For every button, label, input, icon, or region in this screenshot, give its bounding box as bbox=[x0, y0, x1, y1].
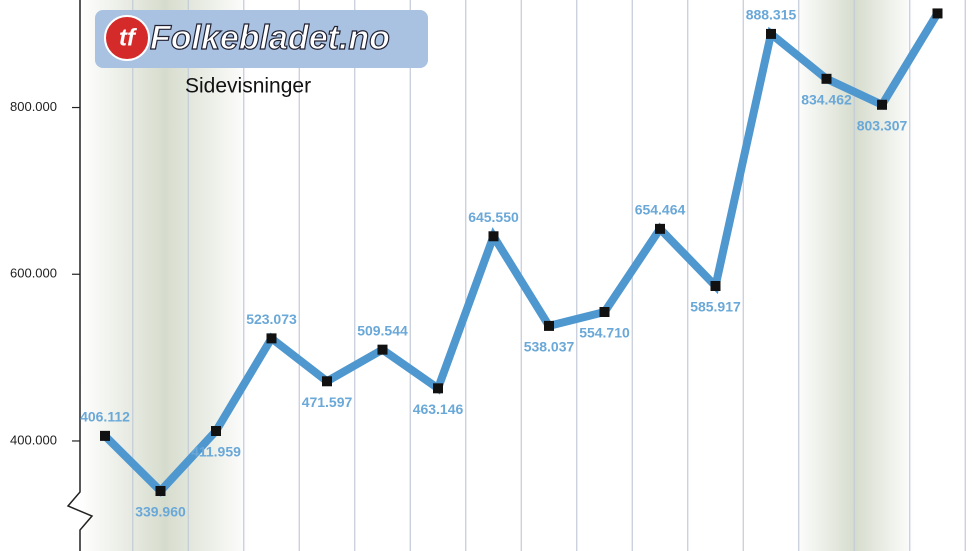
data-label: 411.959 bbox=[191, 444, 241, 460]
data-label: 538.037 bbox=[524, 339, 575, 355]
point-marker bbox=[544, 320, 554, 331]
data-label: 803.307 bbox=[857, 117, 908, 133]
point-marker bbox=[877, 99, 887, 110]
point-marker bbox=[100, 430, 110, 441]
point-marker bbox=[322, 376, 332, 387]
point-marker bbox=[377, 344, 388, 355]
data-label: 654.464 bbox=[635, 202, 686, 218]
line bbox=[102, 11, 941, 497]
data-label: 912.882 bbox=[912, 0, 963, 2]
data-label: 585.917 bbox=[690, 299, 741, 315]
point-marker bbox=[155, 486, 166, 497]
data-label: 509.544 bbox=[357, 322, 408, 338]
data-label: 523.073 bbox=[246, 311, 297, 327]
y-axis bbox=[66, 0, 94, 551]
data-label: 406.112 bbox=[80, 409, 130, 425]
data-label: 463.146 bbox=[413, 401, 464, 417]
data-label: 339.960 bbox=[135, 504, 186, 520]
data-label: 471.597 bbox=[302, 394, 353, 410]
point-marker bbox=[211, 425, 221, 436]
logo-box bbox=[95, 10, 428, 68]
point-marker bbox=[599, 307, 610, 318]
logo-mark: tf bbox=[119, 24, 137, 51]
logo-name: Folkebladet.no bbox=[150, 19, 390, 57]
point-marker bbox=[266, 333, 277, 344]
point-marker bbox=[655, 223, 665, 234]
chart-title: Sidevisninger bbox=[185, 75, 311, 98]
point-marker bbox=[433, 383, 443, 394]
y-tick-label: 400.000 bbox=[10, 432, 57, 447]
logo-circle bbox=[104, 15, 150, 61]
data-label: 554.710 bbox=[579, 325, 630, 341]
point-marker bbox=[710, 280, 721, 291]
logo: tf Folkebladet.no bbox=[95, 10, 428, 68]
point-marker bbox=[821, 73, 832, 84]
y-tick-label: 600.000 bbox=[10, 266, 57, 281]
data-label: 888.315 bbox=[746, 7, 797, 23]
data-label: 645.550 bbox=[468, 209, 519, 225]
shade-band bbox=[80, 0, 250, 551]
point-marker bbox=[932, 8, 943, 19]
data-label: 834.462 bbox=[801, 92, 852, 108]
point-marker bbox=[488, 231, 499, 242]
point-marker bbox=[766, 28, 776, 39]
y-tick-label: 800.000 bbox=[10, 99, 57, 114]
